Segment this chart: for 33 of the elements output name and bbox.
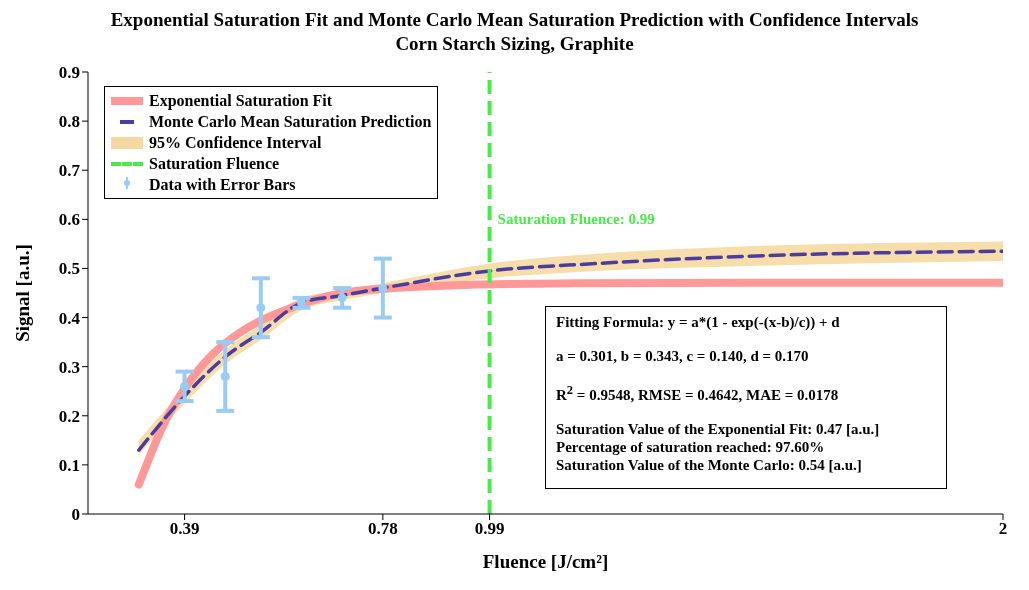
ref-line-label: Saturation Fluence: 0.99 xyxy=(497,211,655,228)
y-tick-label: 0.7 xyxy=(58,161,81,181)
x-axis-title: Fluence [J/cm²] xyxy=(482,551,609,572)
x-tick-label: 0.99 xyxy=(474,519,505,539)
point xyxy=(256,303,266,313)
point xyxy=(220,371,230,381)
chart-title: Exponential Saturation Fit and Monte Carlo Mean Saturation Prediction with Confidence Intervals xyxy=(109,8,920,32)
legend-label: Exponential Saturation Fit xyxy=(149,91,333,111)
y-tick-label: 0.6 xyxy=(58,210,80,230)
y-tick-label: 0 xyxy=(71,505,80,525)
legend-label: Monte Carlo Mean Saturation Prediction xyxy=(149,112,432,132)
y-axis-title: Signal [a.u.] xyxy=(11,244,33,342)
x-tick-label: 0.78 xyxy=(367,519,398,539)
point xyxy=(337,293,347,303)
y-tick-label: 0.8 xyxy=(58,112,80,132)
legend-label: Data with Error Bars xyxy=(149,175,296,195)
y-tick-label: 0.9 xyxy=(58,63,80,83)
y-tick-label: 0.3 xyxy=(58,357,80,377)
point xyxy=(180,381,190,391)
y-tick-label: 0.4 xyxy=(58,308,81,328)
annotation: Saturation Value of the Exponential Fit: 0.47 [a.u.] Percentage of saturation reached: 97.60% Saturation Value of the Monte Carlo: 0.54 [a.u.] xyxy=(556,421,880,473)
annotation: a = 0.301, b = 0.343, c = 0.140, d = 0.170 xyxy=(556,348,809,364)
y-tick-label: 0.5 xyxy=(58,259,80,279)
point xyxy=(378,283,388,293)
annotation: Fitting Formula: y = a*(1 - exp(-(x-b)/c)) + d xyxy=(556,314,840,330)
x-tick-label: 0.39 xyxy=(169,519,200,539)
chart-subtitle: Corn Starch Sizing, Graphite xyxy=(394,32,635,56)
y-tick-label: 0.1 xyxy=(58,455,80,475)
x-tick-label: 2 xyxy=(998,519,1008,539)
annotation: R$^{2}$ = 0.9548, RMSE = 0.4642, MAE = 0.0178 xyxy=(556,383,839,403)
annotation: 95% Confidence Interval xyxy=(149,133,322,153)
annotation: Saturation Fluence xyxy=(149,154,280,174)
y-tick-label: 0.2 xyxy=(58,406,80,426)
